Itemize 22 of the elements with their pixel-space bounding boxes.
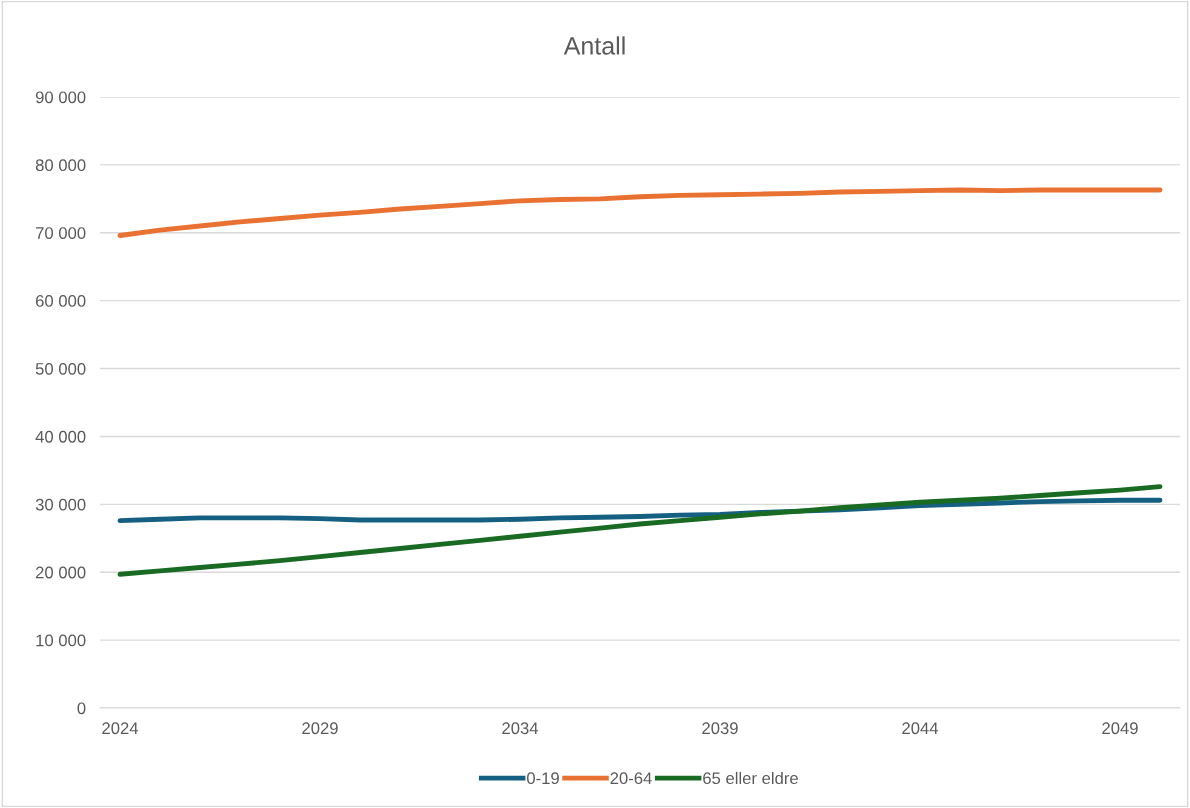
- y-tick-label: 60 000: [35, 295, 86, 307]
- y-tick-label: 30 000: [35, 498, 86, 511]
- y-tick-label: 70 000: [35, 227, 86, 239]
- y-tick-label: 20 000: [35, 566, 86, 579]
- y-tick-label: 0: [77, 702, 86, 715]
- x-tick-label: 2034: [502, 722, 539, 735]
- legend-label: 20-64: [610, 772, 652, 785]
- x-tick-label: 2044: [902, 722, 939, 735]
- x-tick-label: 2029: [302, 722, 338, 735]
- x-tick-label: 2024: [102, 722, 139, 735]
- x-tick-label: 2039: [702, 722, 738, 735]
- y-tick-label: 90 000: [35, 91, 86, 104]
- y-tick-label: 40 000: [35, 430, 86, 443]
- line-series: [117, 187, 1163, 238]
- y-tick-label: 80 000: [35, 159, 86, 172]
- line-series: [117, 484, 1163, 577]
- legend-label: 65 eller eldre: [703, 771, 798, 785]
- x-tick-label: 2049: [1102, 722, 1138, 735]
- y-tick-label: 50 000: [35, 362, 86, 375]
- chart-title: Antall: [563, 36, 625, 55]
- y-tick-label: 10 000: [36, 634, 86, 647]
- legend-label: 0-19: [526, 772, 559, 785]
